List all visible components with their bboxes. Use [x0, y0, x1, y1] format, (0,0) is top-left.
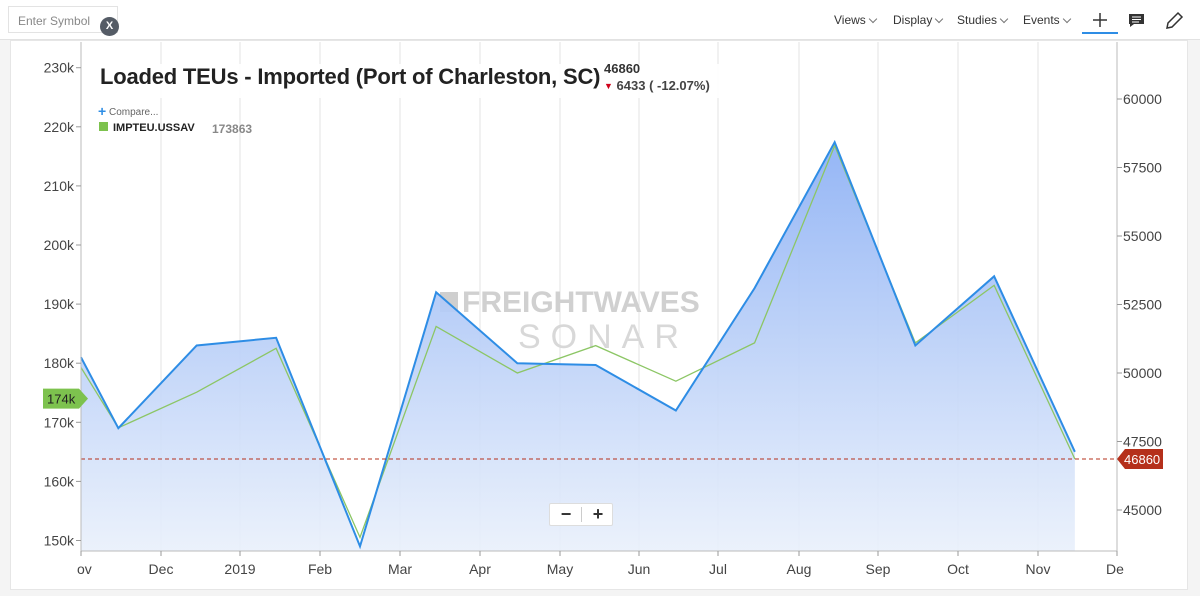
right-price-tag-label: 46860	[1124, 452, 1160, 467]
events-menu[interactable]: Events	[1023, 13, 1071, 27]
crosshair-tool-button[interactable]	[1082, 6, 1118, 34]
right-tick-label: 45000	[1123, 502, 1162, 518]
left-tick-label: 190k	[44, 296, 75, 312]
left-tick-label: 220k	[44, 119, 75, 135]
left-tick-label: 200k	[44, 237, 75, 253]
zoom-separator	[581, 507, 582, 522]
change-value: ▼ 6433 ( -12.07%)	[604, 78, 710, 93]
clear-symbol-button[interactable]: X	[100, 17, 119, 36]
zoom-out-button[interactable]: −	[560, 504, 572, 524]
legend-item[interactable]: IMPTEU.USSAV 173863	[99, 122, 252, 136]
plus-icon: +	[98, 103, 107, 119]
title-backdrop	[90, 64, 720, 98]
zoom-controls: − +	[549, 503, 613, 526]
left-tick-label: 160k	[44, 473, 75, 489]
x-tick-label: De	[1106, 561, 1124, 577]
comment-tool-button[interactable]	[1118, 6, 1154, 34]
display-menu[interactable]: Display	[893, 13, 944, 27]
x-tick-label: May	[547, 561, 573, 577]
compare-button[interactable]: + Compare...	[98, 102, 159, 119]
left-tick-label: 230k	[44, 60, 75, 76]
change-text: 6433 ( -12.07%)	[616, 78, 710, 93]
legend-symbol: IMPTEU.USSAV	[113, 122, 195, 134]
x-tick-label: Jun	[628, 561, 651, 577]
x-tick-label: Aug	[787, 561, 812, 577]
studies-menu[interactable]: Studies	[957, 13, 1009, 27]
axes: 150k 160k 170k 180k 190k 200k 210k 220k 230k 4500…	[44, 42, 1162, 577]
right-tick-label: 60000	[1123, 91, 1162, 107]
symbol-placeholder: Enter Symbol	[18, 14, 91, 28]
right-tick-label: 52500	[1123, 297, 1162, 313]
pencil-icon	[1166, 11, 1184, 29]
studies-menu-label: Studies	[957, 13, 998, 27]
views-menu-label: Views	[834, 13, 866, 27]
left-price-tag-shape	[43, 388, 88, 409]
right-tick-label: 50000	[1123, 365, 1162, 381]
right-price-tag: 46860	[1117, 449, 1163, 470]
left-tick-label: 180k	[44, 355, 75, 371]
draw-tool-button[interactable]	[1155, 6, 1191, 34]
chart-title: Loaded TEUs - Imported (Port of Charlest…	[100, 64, 601, 89]
right-tick-label: 55000	[1123, 228, 1162, 244]
legend-swatch	[99, 122, 108, 131]
comment-icon	[1129, 14, 1144, 27]
x-tick-label: Mar	[388, 561, 412, 577]
crosshair-icon	[1093, 13, 1107, 27]
left-price-tag-label: 174k	[47, 392, 76, 407]
views-menu[interactable]: Views	[834, 13, 878, 27]
zoom-in-button[interactable]: +	[592, 504, 604, 524]
down-arrow-icon: ▼	[604, 81, 613, 91]
events-menu-label: Events	[1023, 13, 1060, 27]
x-tick-label: Feb	[308, 561, 332, 577]
left-tick-label: 150k	[44, 533, 75, 549]
watermark-line-2: SONAR	[518, 318, 689, 356]
x-tick-label: Dec	[149, 561, 174, 577]
right-price-tag-shape	[1117, 449, 1163, 470]
watermark-line-1: FREIGHTWAVES	[462, 286, 700, 319]
primary-series-area	[81, 142, 1075, 551]
symbol-input[interactable]: Enter Symbol X	[8, 6, 119, 36]
toolbar: Enter Symbol X Views Display Studies Eve…	[0, 0, 1200, 40]
left-tick-label: 210k	[44, 178, 75, 194]
x-tick-label: Apr	[469, 561, 491, 577]
x-tick-label: Oct	[947, 561, 969, 577]
left-price-tag: 174k	[43, 388, 88, 409]
x-tick-label: Jul	[709, 561, 727, 577]
x-tick-label: ov	[77, 561, 92, 577]
last-value: 46860	[604, 61, 641, 76]
legend-value: 173863	[212, 122, 253, 136]
primary-series-line	[80, 139, 1076, 550]
watermark: FREIGHTWAVES SONAR	[440, 286, 700, 356]
x-tick-label: Sep	[866, 561, 891, 577]
right-tick-label: 57500	[1123, 160, 1162, 176]
left-tick-label: 170k	[44, 414, 75, 430]
x-tick-label: 2019	[224, 561, 255, 577]
right-tick-label: 47500	[1123, 434, 1162, 450]
x-tick-label: Nov	[1026, 561, 1051, 577]
compare-label: Compare...	[108, 107, 159, 118]
display-menu-label: Display	[893, 13, 933, 27]
